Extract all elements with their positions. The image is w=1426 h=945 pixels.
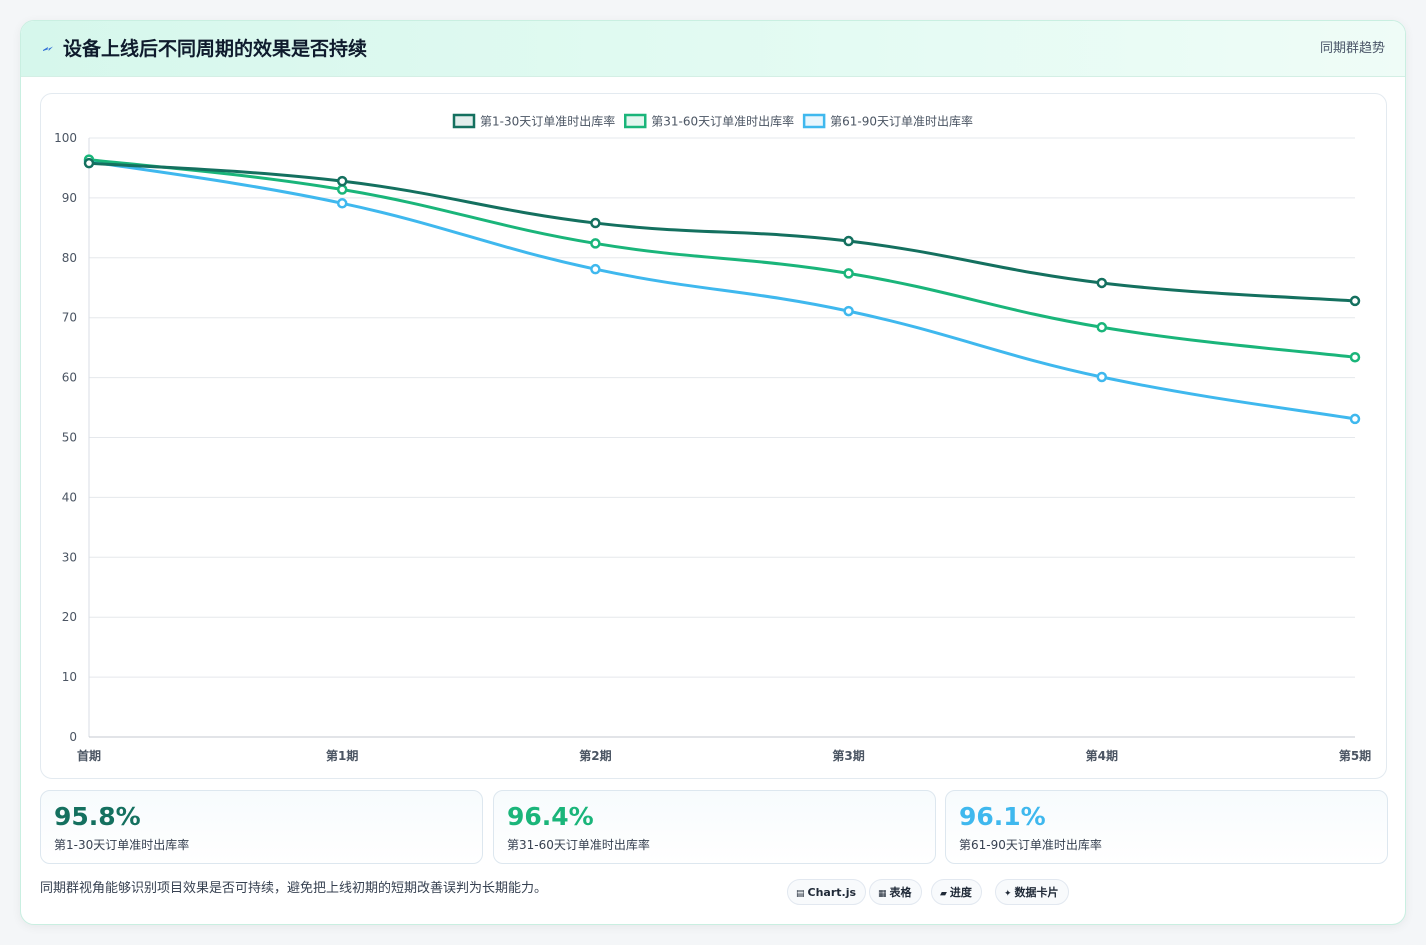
data-point-s3-5 [1349,413,1361,425]
data-point-s3-1 [336,198,348,209]
x-tick-label: 第5期 [1339,748,1371,763]
header-tag: 同期群趋势 [1319,41,1385,56]
chart-panel: 0 10 20 30 40 50 60 70 80 90 100 首期 第1期 第2期 第3期 第4期 第5期 第… [40,93,1387,779]
card-header: 设备上线后不同周期的效果是否持续 同期群趋势 [21,21,1405,77]
lightning-icon [43,46,53,51]
data-point-s1-0 [83,157,95,169]
stat-card-3: 96.1% 第61-90天订单准时出库率 [945,790,1388,864]
y-tick-label: 50 [62,431,77,445]
y-tick-label: 20 [62,610,77,624]
y-tick-label: 30 [62,550,77,564]
y-tick-label: 70 [62,311,77,325]
data-point-s1-2 [590,217,601,229]
legend-label-2: 第31-60天订单准时出库率 [651,114,794,129]
footnote: 同期群视角能够识别项目效果是否可持续，避免把上线初期的短期改善误判为长期能力。 [40,881,548,896]
data-point-s3-4 [1096,371,1108,383]
table-icon: ▦ [878,889,887,899]
chip-progress[interactable]: ▰ 进度 [931,879,982,905]
chip-chartjs[interactable]: ▤ Chart.js [787,879,867,905]
legend-swatch-1 [452,113,476,129]
chip-label: Chart.js [807,886,857,899]
data-point-s2-5 [1349,351,1361,363]
stat-value: 96.4% [507,802,594,831]
series-line-3 [87,159,1357,421]
data-point-s1-3 [843,235,854,247]
legend-label-3: 第61-90天订单准时出库率 [830,114,973,129]
chip-label: 进度 [949,886,972,899]
x-tick-label: 首期 [77,748,101,763]
y-tick-label: 0 [69,730,77,744]
y-tick-label: 80 [62,251,77,265]
sparkle-icon: ✦ [1004,889,1012,899]
page-title: 设备上线后不同周期的效果是否持续 [63,38,368,60]
data-point-s1-5 [1349,295,1361,307]
legend-swatch-2 [624,113,647,129]
series-line-2 [87,158,1357,359]
stat-value: 96.1% [959,802,1046,831]
y-tick-label: 40 [62,490,77,504]
data-point-s2-2 [590,238,601,249]
data-point-s1-4 [1096,277,1108,289]
data-point-s1-1 [336,175,348,187]
data-point-s2-4 [1096,322,1108,333]
trend-card: 设备上线后不同周期的效果是否持续 同期群趋势 0 10 20 30 40 50 60 70 80… [20,20,1406,925]
legend-label-1: 第1-30天订单准时出库率 [480,114,615,129]
y-tick-label: 100 [54,131,77,145]
y-tick-label: 60 [62,371,77,385]
series-line-1 [87,161,1357,303]
stat-value: 95.8% [54,802,141,831]
stat-label: 第31-60天订单准时出库率 [507,838,650,852]
chip-label: 数据卡片 [1014,886,1059,899]
data-point-s3-3 [843,305,854,317]
x-tick-label: 第3期 [832,748,864,763]
stat-card-2: 96.4% 第31-60天订单准时出库率 [493,790,936,864]
data-point-s2-3 [843,268,854,279]
stat-label: 第1-30天订单准时出库率 [54,838,190,852]
x-tick-label: 第2期 [579,748,611,763]
x-tick-label: 第1期 [326,748,358,763]
y-tick-label: 90 [62,191,77,205]
line-chart: 0 10 20 30 40 50 60 70 80 90 100 首期 第1期 第2期 第3期 第4期 第5期 第… [54,113,1371,764]
stat-label: 第61-90天订单准时出库率 [959,838,1102,852]
progress-icon: ▰ [940,889,947,899]
chip-data-card[interactable]: ✦ 数据卡片 [995,879,1069,905]
data-point-s2-1 [336,184,348,195]
chip-label: 表格 [889,886,912,899]
chip-table[interactable]: ▦ 表格 [869,879,922,905]
stat-card-1: 95.8% 第1-30天订单准时出库率 [40,790,483,864]
data-point-s3-2 [590,263,601,275]
x-tick-label: 第4期 [1086,748,1118,763]
chart-icon: ▤ [796,889,805,899]
legend-swatch-3 [802,113,826,129]
y-tick-label: 10 [62,670,77,684]
